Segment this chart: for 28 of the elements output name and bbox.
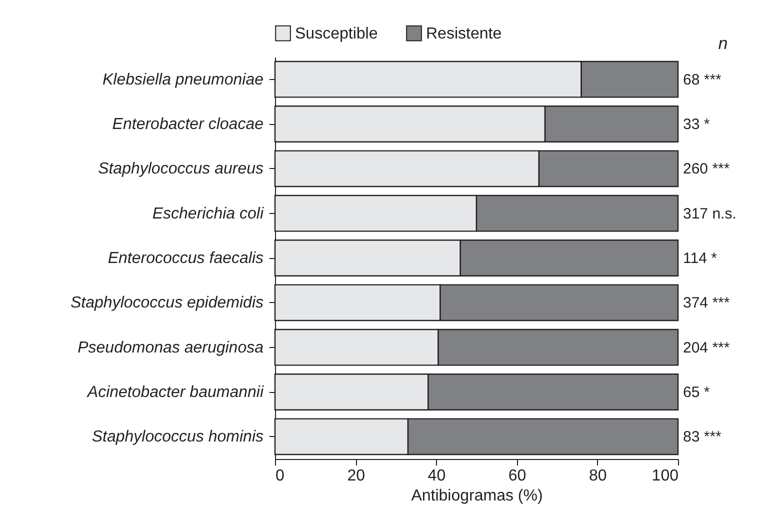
y-tick-label: Enterococcus faecalis <box>108 250 264 267</box>
text: 65 * <box>683 384 710 401</box>
text: 317 n.s. <box>683 205 736 222</box>
text: 374 *** <box>683 294 730 312</box>
legend-label: Resistente <box>426 25 502 42</box>
y-tick-label: Staphylococcus aureus <box>98 160 264 178</box>
y-tick-label: Staphylococcus hominis <box>92 428 264 446</box>
x-tick-label: 40 <box>428 468 446 484</box>
text: 33 * <box>683 116 710 133</box>
x-axis-title: Antibiogramas (%) <box>411 488 543 504</box>
text: 204 *** <box>683 339 730 356</box>
text: 114 * <box>683 250 718 267</box>
text: 68 *** <box>683 71 722 88</box>
text: 260 *** <box>683 160 730 178</box>
x-tick-label: 80 <box>589 468 607 484</box>
x-tick-label: 100 <box>652 468 679 484</box>
y-tick-label: Staphylococcus epidemidis <box>70 294 264 312</box>
y-tick-label: Klebsiella pneumoniae <box>102 71 264 88</box>
y-tick-label: Acinetobacter baumannii <box>86 384 264 401</box>
x-tick-label: 0 <box>276 468 284 484</box>
legend-label: Susceptible <box>295 25 378 42</box>
y-tick-label: Escherichia coli <box>152 205 264 222</box>
x-tick-label: 60 <box>508 468 526 484</box>
text: n <box>718 34 728 53</box>
text: 83 *** <box>683 428 722 446</box>
y-tick-label: Enterobacter cloacae <box>112 116 264 133</box>
x-tick-label: 20 <box>347 468 366 484</box>
y-tick-label: Pseudomonas aeruginosa <box>78 339 264 356</box>
